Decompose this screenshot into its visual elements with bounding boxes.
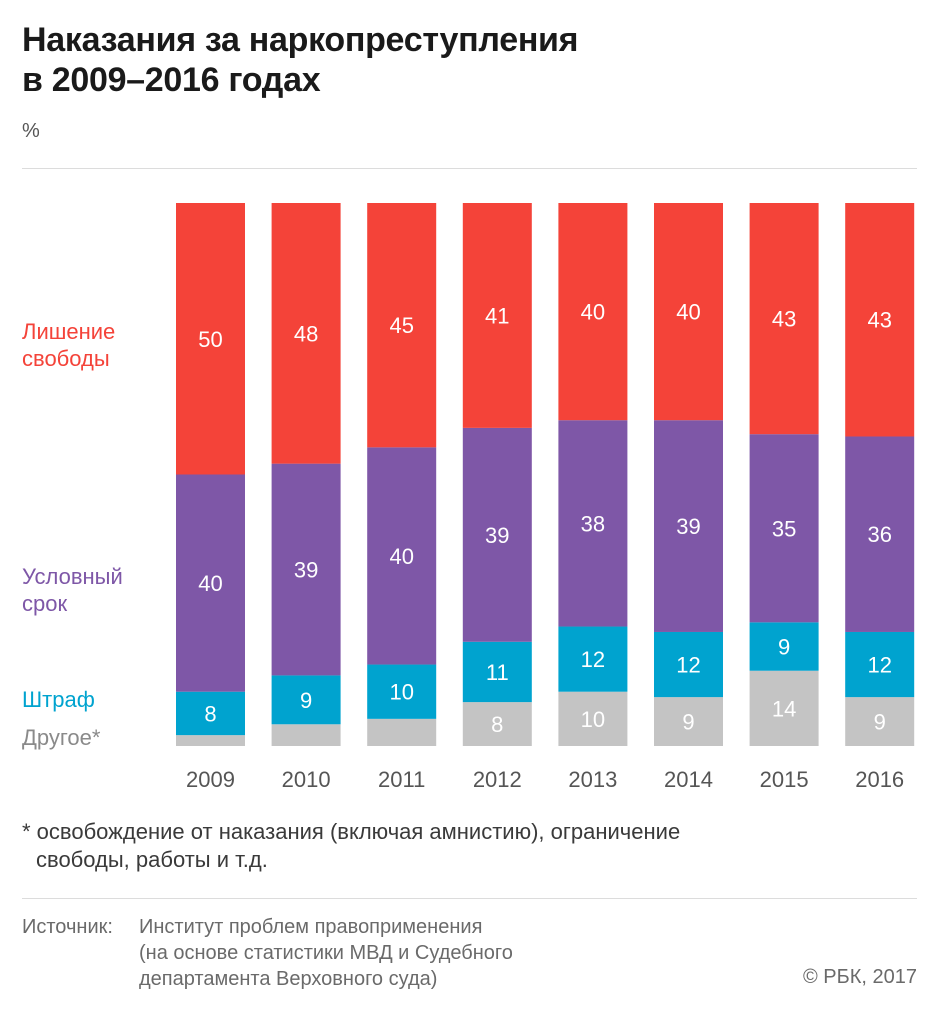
title-line-1: Наказания за наркопреступления — [22, 21, 579, 59]
data-label-2014-0: 9 — [682, 710, 694, 735]
x-tick-label-2009: 2009 — [186, 767, 235, 792]
data-label-2015-1: 9 — [778, 635, 790, 660]
unit-label: % — [22, 120, 40, 142]
chart-title: Наказания за наркопреступления в 2009–20… — [22, 20, 579, 100]
bar-segment-2016-0 — [845, 697, 915, 746]
bar-segment-2015-3 — [749, 203, 819, 435]
data-label-2012-2: 39 — [485, 523, 509, 548]
footnote-line-2: свободы, работы и т.д. — [36, 847, 268, 872]
stacked-bar-chart: 8 40 50 2009 9 39 48 2010 10 40 45 2011 8 11 39 41 2012 1… — [176, 203, 915, 792]
data-label-2014-1: 12 — [676, 653, 700, 678]
bar-segment-2010-2 — [271, 463, 341, 676]
data-label-2012-3: 41 — [485, 303, 509, 328]
bar-segment-2010-1 — [271, 675, 341, 725]
data-label-2010-3: 48 — [294, 321, 318, 346]
bar-segment-2015-2 — [749, 434, 819, 623]
bar-segment-2009-3 — [176, 203, 245, 475]
x-tick-label-2014: 2014 — [664, 767, 713, 792]
data-label-2015-0: 14 — [772, 696, 796, 721]
bar-segment-2012-2 — [462, 427, 532, 642]
data-label-2013-1: 12 — [581, 647, 605, 672]
legend-prison: Лишение свободы — [22, 318, 115, 372]
source-line-2: (на основе статистики МВД и Судебного — [139, 942, 513, 964]
bar-segment-2016-2 — [845, 436, 915, 632]
bar-segment-2011-2 — [367, 447, 437, 665]
x-tick-label-2010: 2010 — [282, 767, 331, 792]
data-label-2011-2: 40 — [389, 544, 413, 569]
bar-segment-2014-0 — [654, 697, 723, 746]
data-label-2013-2: 38 — [581, 511, 605, 536]
bar-segment-2012-3 — [462, 203, 532, 428]
x-tick-label-2016: 2016 — [855, 767, 904, 792]
data-label-2016-3: 43 — [867, 308, 891, 333]
bar-segment-2012-1 — [462, 641, 532, 703]
data-label-2013-3: 40 — [581, 300, 605, 325]
bar-segment-2013-3 — [558, 203, 628, 421]
data-label-2015-2: 35 — [772, 516, 796, 541]
legend-probation-line-2: срок — [22, 591, 68, 616]
bar-segment-2015-1 — [749, 622, 819, 671]
source-line-1: Институт проблем правоприменения — [139, 916, 483, 938]
bar-segment-2015-0 — [749, 670, 819, 746]
bar-segment-2010-0 — [271, 724, 341, 746]
data-label-2012-1: 11 — [486, 660, 509, 685]
copyright: © РБК, 2017 — [802, 966, 917, 988]
bar-segment-2014-3 — [654, 203, 723, 421]
bar-segment-2010-3 — [271, 203, 341, 464]
data-label-2011-3: 45 — [389, 313, 413, 338]
data-label-2010-1: 9 — [300, 688, 312, 713]
data-label-2010-2: 39 — [294, 558, 318, 583]
x-tick-label-2015: 2015 — [760, 767, 809, 792]
data-label-2014-2: 39 — [676, 514, 700, 539]
legend-fine: Штраф — [22, 687, 95, 712]
data-label-2009-3: 50 — [198, 327, 222, 352]
bar-segment-2013-2 — [558, 420, 628, 627]
bar-segment-2016-3 — [845, 203, 915, 437]
data-label-2013-0: 10 — [581, 707, 605, 732]
data-label-2015-3: 43 — [772, 307, 796, 332]
data-label-2014-3: 40 — [676, 300, 700, 325]
source-label: Источник: — [22, 916, 113, 938]
legend-prison-line-2: свободы — [22, 346, 110, 371]
legend-probation-line-1: Условный — [22, 564, 123, 589]
bar-segment-2011-1 — [367, 664, 437, 719]
data-label-2012-0: 8 — [491, 712, 503, 737]
data-label-2009-1: 8 — [204, 701, 216, 726]
bar-segment-2009-2 — [176, 474, 245, 692]
bar-segment-2014-2 — [654, 420, 723, 632]
source-block: Источник: Институт проблем правоприменени… — [22, 914, 513, 992]
legend-probation: Условный срок — [22, 563, 123, 617]
bar-segment-2014-1 — [654, 631, 723, 698]
data-label-2016-2: 36 — [867, 522, 891, 547]
x-tick-label-2011: 2011 — [378, 767, 425, 792]
data-label-2011-1: 10 — [389, 680, 413, 705]
legend-prison-line-1: Лишение — [22, 319, 116, 344]
x-tick-label-2013: 2013 — [568, 767, 617, 792]
bottom-divider — [22, 898, 917, 899]
data-label-2016-0: 9 — [874, 710, 886, 735]
bar-segment-2009-0 — [176, 735, 245, 746]
footnote-line-1: * освобождение от наказания (включая амн… — [22, 819, 681, 844]
legend-other: Другое* — [22, 725, 101, 750]
bar-segment-2009-1 — [176, 691, 245, 736]
footnote: * освобождение от наказания (включая амн… — [22, 818, 680, 874]
bar-segment-2016-1 — [845, 631, 915, 698]
data-label-2016-1: 12 — [867, 653, 891, 678]
bar-segment-2011-0 — [367, 718, 437, 746]
bar-segment-2012-0 — [462, 702, 532, 746]
bar-segment-2013-0 — [558, 691, 628, 746]
data-label-2009-2: 40 — [198, 571, 222, 596]
x-tick-label-2012: 2012 — [473, 767, 522, 792]
bar-segment-2011-3 — [367, 203, 437, 448]
source-line-3: департамента Верховного суда) — [139, 968, 438, 990]
title-line-2: в 2009–2016 годах — [22, 61, 321, 99]
top-divider — [22, 168, 917, 169]
bar-segment-2013-1 — [558, 626, 628, 692]
